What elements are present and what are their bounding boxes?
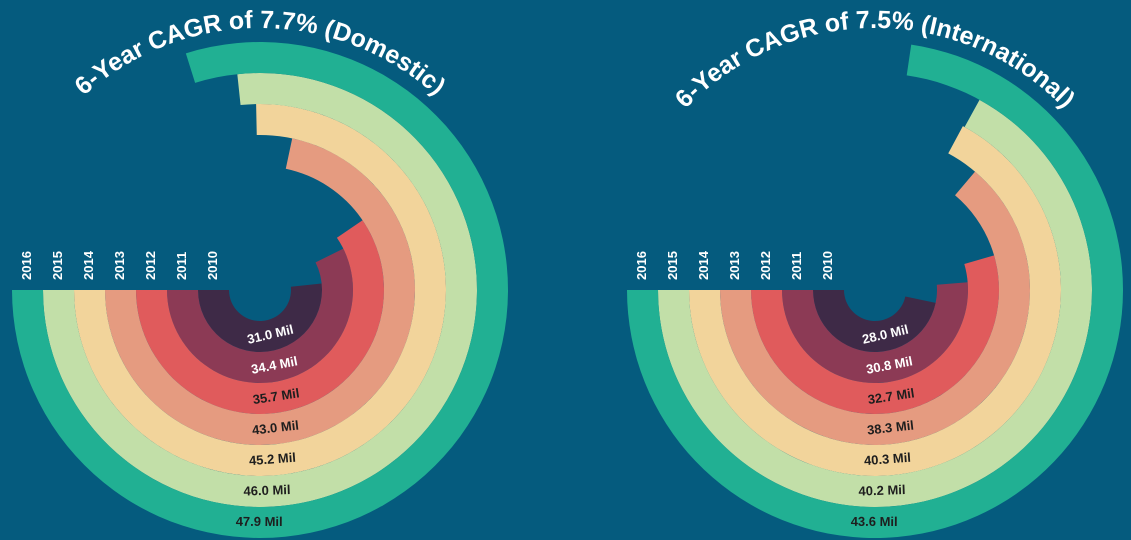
ring-bar: [167, 248, 353, 383]
ring-bar: [198, 283, 322, 352]
ring-bar: [136, 220, 384, 415]
year-label: 2014: [81, 250, 96, 280]
value-label: 46.0 Mil: [243, 482, 290, 499]
year-label: 2016: [19, 251, 34, 280]
value-label: 35.7 Mil: [252, 385, 301, 407]
ring-bar: [782, 282, 968, 383]
year-label: 2015: [50, 251, 65, 280]
year-label: 2010: [820, 251, 835, 280]
value-label: 38.3 Mil: [866, 418, 914, 438]
value-label: 47.9 Mil: [236, 514, 283, 529]
ring-bar: [813, 290, 936, 352]
value-label: 43.0 Mil: [251, 418, 299, 438]
value-label: 43.6 Mil: [851, 514, 898, 529]
year-label: 2014: [696, 250, 711, 280]
value-label: 40.3 Mil: [863, 450, 911, 468]
year-label: 2013: [112, 251, 127, 280]
year-label: 2010: [205, 251, 220, 280]
ring-bar: [720, 171, 1030, 445]
year-label: 2011: [789, 252, 804, 280]
value-label: 40.2 Mil: [858, 482, 905, 499]
ring-bar: [751, 255, 1000, 415]
year-label: 2016: [634, 251, 649, 280]
value-label: 45.2 Mil: [248, 450, 296, 468]
year-label: 2011: [174, 252, 189, 280]
year-label: 2012: [758, 251, 773, 280]
value-label: 32.7 Mil: [867, 385, 916, 407]
year-label: 2012: [143, 251, 158, 280]
year-label: 2013: [727, 251, 742, 280]
year-label: 2015: [665, 251, 680, 280]
